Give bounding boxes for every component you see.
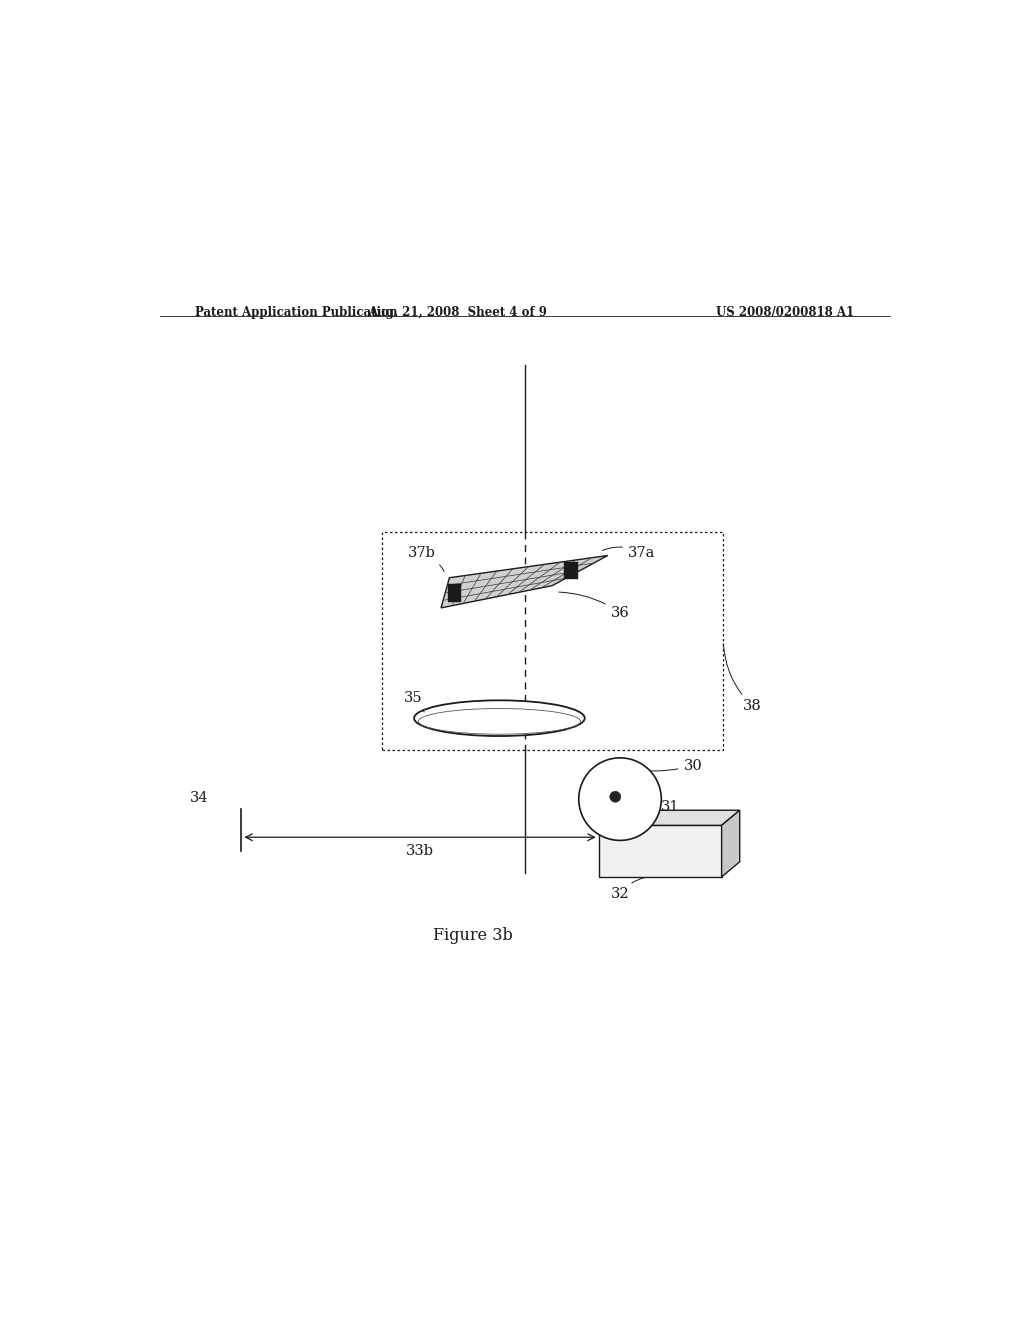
Text: 37b: 37b [409, 546, 444, 572]
Bar [382, 532, 723, 750]
Text: Aug. 21, 2008  Sheet 4 of 9: Aug. 21, 2008 Sheet 4 of 9 [368, 305, 547, 318]
Text: 31: 31 [625, 800, 680, 814]
Text: 30: 30 [602, 759, 702, 772]
Text: Figure 3b: Figure 3b [433, 928, 513, 944]
Ellipse shape [579, 758, 662, 841]
Ellipse shape [609, 791, 621, 803]
Bar [599, 825, 722, 876]
Text: 32: 32 [610, 878, 645, 902]
Text: 37a: 37a [602, 546, 655, 560]
Text: 33b: 33b [407, 843, 434, 858]
Text: 38: 38 [723, 644, 762, 713]
Ellipse shape [414, 701, 585, 737]
Bar [447, 583, 461, 602]
Text: Patent Application Publication: Patent Application Publication [196, 305, 398, 318]
Polygon shape [722, 810, 739, 876]
Text: 36: 36 [559, 593, 630, 619]
Bar [564, 562, 578, 579]
Text: 35: 35 [404, 692, 424, 711]
Polygon shape [441, 556, 607, 609]
Text: US 2008/0200818 A1: US 2008/0200818 A1 [716, 305, 854, 318]
Polygon shape [599, 810, 739, 825]
Text: 34: 34 [189, 792, 209, 805]
